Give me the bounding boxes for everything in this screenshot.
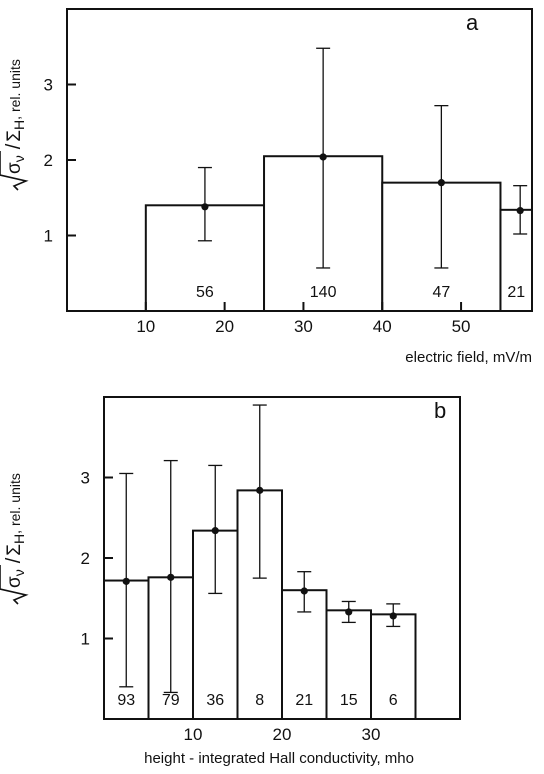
y-label-sigma-sub: ν [11, 155, 27, 162]
y-axis-label-text: σν /ΣH, rel. units [3, 473, 27, 588]
chart-panel-b: 1 2 3 10 20 30 93 79 36 8 21 15 6 b height - integrate… [0, 396, 461, 767]
data-point [345, 608, 353, 616]
y-tick-label: 3 [44, 76, 53, 95]
histogram-bar [370, 613, 417, 720]
bar-count-label: 8 [255, 692, 264, 709]
sqrt-symbol [0, 565, 29, 605]
y-axis-label: σν /ΣH, rel. units [0, 473, 29, 605]
bar-count-label: 79 [162, 692, 180, 709]
data-point [256, 486, 264, 494]
bar-count-label: 15 [340, 692, 358, 709]
chart-panel-a: 1 2 3 10 20 30 40 50 56 140 47 21 a electric field, m… [0, 8, 534, 366]
bar-count-label: 36 [206, 692, 224, 709]
data-point [300, 587, 308, 595]
data-point [437, 179, 445, 187]
bar-count-label: 47 [432, 284, 450, 301]
x-tick-label: 10 [184, 725, 203, 744]
y-tick-label: 1 [81, 630, 90, 649]
y-label-slash: / [3, 143, 25, 149]
y-label-units: , rel. units [7, 473, 23, 534]
bar-count-label: 21 [295, 692, 313, 709]
bar-count-label: 140 [310, 284, 337, 301]
y-label-sigma: σ [4, 162, 25, 174]
x-tick-label: 30 [294, 317, 313, 336]
data-point [201, 203, 209, 211]
y-label-sigma: σ [4, 576, 25, 588]
y-label-Sigma: Σ [4, 544, 25, 556]
data-point [167, 573, 175, 581]
x-axis-label: height - integrated Hall conductivity, m… [144, 750, 414, 767]
y-label-units: , rel. units [7, 59, 23, 120]
y-label-sigma-sub: ν [11, 569, 27, 576]
data-point [319, 153, 327, 161]
y-label-Sigma-sub: H [11, 120, 27, 130]
data-point [389, 612, 397, 620]
y-tick-label: 3 [81, 469, 90, 488]
bar-count-label: 21 [507, 284, 525, 301]
x-tick-label: 20 [273, 725, 292, 744]
data-point [122, 577, 130, 585]
panel-label: a [466, 10, 479, 35]
x-tick-label: 10 [136, 317, 155, 336]
y-label-slash: / [3, 557, 25, 563]
x-tick-label: 30 [362, 725, 381, 744]
bar-count-label: 56 [196, 284, 214, 301]
y-tick-label: 2 [44, 151, 53, 170]
bar-count-label: 6 [389, 692, 398, 709]
y-label-Sigma-sub: H [11, 534, 27, 544]
panel-label: b [434, 398, 446, 423]
x-tick-label: 50 [452, 317, 471, 336]
y-axis-label-text: σν /ΣH, rel. units [3, 59, 27, 174]
x-axis-label: electric field, mV/m [405, 349, 532, 366]
y-axis-label: σν /ΣH, rel. units [0, 59, 29, 191]
data-point [516, 206, 524, 215]
x-tick-label: 40 [373, 317, 392, 336]
sqrt-symbol [0, 151, 29, 191]
bar-count-label: 93 [117, 692, 135, 709]
x-tick-label: 20 [215, 317, 234, 336]
y-label-Sigma: Σ [4, 130, 25, 142]
y-tick-label: 1 [44, 227, 53, 246]
y-tick-label: 2 [81, 549, 90, 568]
data-point [211, 527, 219, 535]
